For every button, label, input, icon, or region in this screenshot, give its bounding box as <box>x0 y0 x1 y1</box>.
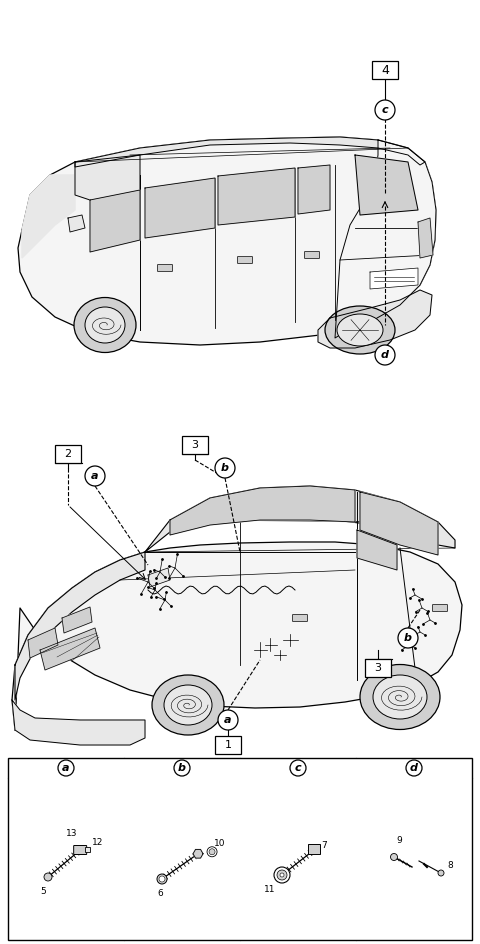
Circle shape <box>215 458 235 478</box>
Ellipse shape <box>325 306 395 354</box>
Text: c: c <box>295 763 301 773</box>
Text: 12: 12 <box>92 837 104 847</box>
Polygon shape <box>75 137 425 167</box>
FancyBboxPatch shape <box>292 615 308 621</box>
Polygon shape <box>15 552 145 700</box>
Text: c: c <box>382 105 388 115</box>
Circle shape <box>438 870 444 876</box>
Circle shape <box>44 873 52 881</box>
Text: a: a <box>91 471 99 481</box>
Ellipse shape <box>337 314 383 346</box>
Polygon shape <box>355 155 418 215</box>
FancyBboxPatch shape <box>157 264 172 272</box>
Circle shape <box>174 760 190 776</box>
Text: 1: 1 <box>225 740 231 750</box>
Circle shape <box>209 849 215 854</box>
Polygon shape <box>318 290 432 348</box>
Polygon shape <box>360 492 438 555</box>
Polygon shape <box>62 607 92 633</box>
FancyBboxPatch shape <box>73 846 87 854</box>
Text: 9: 9 <box>396 836 402 845</box>
FancyBboxPatch shape <box>238 257 252 263</box>
Polygon shape <box>22 175 75 258</box>
Text: 4: 4 <box>381 63 389 76</box>
Bar <box>8 758 472 940</box>
Ellipse shape <box>152 675 224 735</box>
Polygon shape <box>418 218 433 258</box>
Circle shape <box>406 760 422 776</box>
Polygon shape <box>145 486 455 552</box>
Polygon shape <box>18 137 436 345</box>
Text: 13: 13 <box>66 829 78 838</box>
Text: b: b <box>178 763 186 773</box>
Text: a: a <box>62 763 70 773</box>
Circle shape <box>398 628 418 648</box>
FancyBboxPatch shape <box>432 604 447 612</box>
Polygon shape <box>68 215 85 232</box>
Polygon shape <box>75 155 140 210</box>
Text: b: b <box>404 633 412 643</box>
Polygon shape <box>12 700 145 745</box>
Circle shape <box>375 100 395 120</box>
Polygon shape <box>12 542 462 730</box>
Text: 2: 2 <box>64 449 72 459</box>
Circle shape <box>85 466 105 486</box>
Polygon shape <box>40 628 100 670</box>
Text: 6: 6 <box>157 889 163 898</box>
Polygon shape <box>335 140 436 338</box>
Polygon shape <box>28 628 58 658</box>
Circle shape <box>375 345 395 365</box>
Polygon shape <box>145 178 215 238</box>
Text: a: a <box>224 715 232 725</box>
Ellipse shape <box>74 297 136 352</box>
Ellipse shape <box>164 685 212 725</box>
Polygon shape <box>298 165 330 214</box>
Polygon shape <box>170 486 355 535</box>
Text: 5: 5 <box>40 887 46 896</box>
Polygon shape <box>218 168 295 225</box>
Text: 8: 8 <box>447 862 453 870</box>
Polygon shape <box>370 268 418 289</box>
Circle shape <box>290 760 306 776</box>
Circle shape <box>274 867 290 883</box>
Polygon shape <box>90 190 140 252</box>
Polygon shape <box>357 530 397 570</box>
Polygon shape <box>148 568 170 587</box>
Ellipse shape <box>360 665 440 730</box>
Text: 3: 3 <box>374 663 382 673</box>
Circle shape <box>280 873 284 877</box>
Bar <box>55 445 81 463</box>
Bar <box>182 436 208 454</box>
Text: 10: 10 <box>214 839 226 849</box>
Circle shape <box>58 760 74 776</box>
Circle shape <box>277 870 287 880</box>
Text: 7: 7 <box>322 841 327 850</box>
Bar <box>365 659 391 677</box>
Bar <box>215 736 241 754</box>
Circle shape <box>391 853 397 861</box>
Bar <box>85 847 90 852</box>
Ellipse shape <box>85 307 125 343</box>
Circle shape <box>157 874 167 884</box>
Ellipse shape <box>373 675 427 719</box>
Circle shape <box>159 876 165 882</box>
Text: d: d <box>381 350 389 360</box>
Text: 3: 3 <box>192 440 199 450</box>
Bar <box>372 61 398 79</box>
Text: 11: 11 <box>264 885 276 894</box>
FancyBboxPatch shape <box>304 251 320 259</box>
Text: d: d <box>410 763 418 773</box>
Text: b: b <box>221 463 229 473</box>
Circle shape <box>218 710 238 730</box>
Polygon shape <box>193 850 203 858</box>
Bar <box>308 844 320 854</box>
Circle shape <box>207 847 217 857</box>
